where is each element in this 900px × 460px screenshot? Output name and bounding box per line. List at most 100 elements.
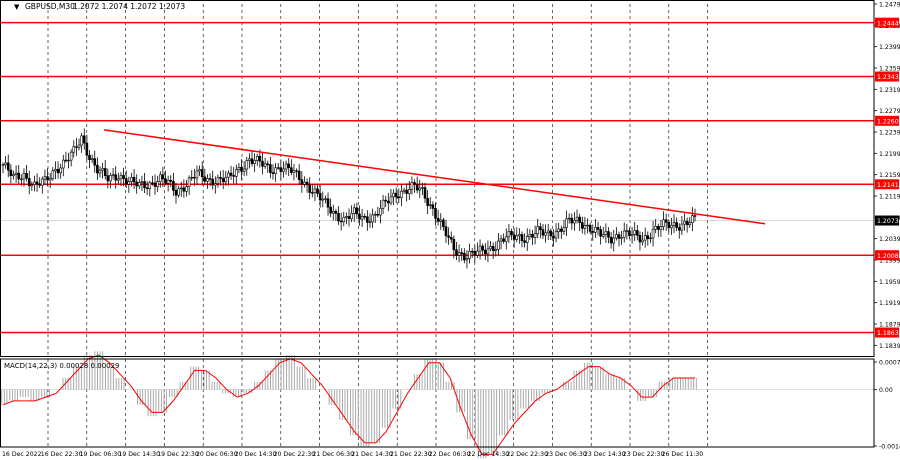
- candle-body: [622, 230, 626, 238]
- x-tick-label: 20 Dec 22:30: [274, 451, 316, 458]
- candle-body: [596, 227, 600, 230]
- x-tick-label: 23 Dec 22:30: [623, 451, 665, 458]
- candle-body: [657, 225, 660, 230]
- x-tick-label: 23 Dec 06:30: [545, 451, 587, 458]
- candle-body: [562, 227, 566, 232]
- candle-body: [405, 189, 408, 194]
- symbol-arrow-icon[interactable]: ▼: [14, 3, 20, 11]
- candle-body: [518, 234, 521, 237]
- candle-body: [80, 135, 83, 146]
- y-tick-label: 1.1839: [879, 343, 900, 350]
- candle-body: [625, 230, 629, 232]
- x-tick-label: 19 Dec 06:30: [80, 451, 122, 458]
- candle-body: [528, 233, 532, 237]
- level-tag: [875, 17, 899, 28]
- candle-body: [334, 211, 338, 214]
- candle-body: [130, 177, 133, 182]
- candle-body: [363, 216, 367, 218]
- candle-body: [536, 226, 540, 235]
- candle-body: [56, 168, 60, 174]
- macd-y-tick-label: 0.00072: [879, 360, 900, 367]
- candle-body: [101, 168, 104, 171]
- candle-body: [318, 193, 322, 201]
- macd-y-tick-label: 0.00: [879, 387, 893, 394]
- candle-body: [313, 188, 317, 193]
- candle-body: [664, 219, 668, 223]
- candle-body: [368, 221, 372, 223]
- x-tick-label: 22 Dec 14:30: [468, 451, 510, 458]
- candle-body: [457, 252, 461, 256]
- candle-body: [460, 252, 464, 254]
- candle-body: [6, 162, 10, 171]
- candle-body: [601, 234, 605, 237]
- candle-body: [520, 234, 524, 242]
- candle-body: [54, 168, 57, 172]
- candle-body: [431, 204, 435, 209]
- candle-body: [187, 177, 191, 187]
- candle-body: [124, 178, 128, 185]
- level-tag-label: 1.2260: [877, 118, 899, 125]
- x-tick-label: 22 Dec 06:30: [429, 451, 471, 458]
- candle-body: [182, 187, 186, 192]
- candle-body: [61, 159, 65, 169]
- candle-body: [297, 170, 301, 180]
- candle-body: [96, 164, 99, 174]
- candle-body: [305, 181, 309, 186]
- candle-body: [381, 199, 385, 209]
- candle-body: [179, 187, 183, 190]
- candle-body: [510, 231, 513, 236]
- candle-body: [662, 219, 665, 227]
- candle-body: [397, 196, 401, 199]
- candle-body: [30, 184, 34, 187]
- candle-body: [237, 166, 241, 171]
- candle-body: [515, 235, 519, 240]
- candle-body: [14, 172, 18, 175]
- x-tick-label: 19 Dec 14:30: [118, 451, 160, 458]
- candle-body: [570, 217, 574, 224]
- candle-body: [544, 232, 547, 236]
- candle-body: [20, 178, 23, 181]
- candle-body: [82, 135, 86, 144]
- candle-body: [234, 169, 238, 177]
- candle-body: [533, 233, 537, 238]
- candle-body: [531, 233, 534, 238]
- macd-signal-line: [2, 354, 695, 455]
- y-tick-label: 1.2039: [879, 236, 900, 243]
- candle-body: [274, 167, 277, 174]
- candle-body: [316, 188, 319, 194]
- x-tick-label: 21 Dec 06:30: [312, 451, 354, 458]
- candle-body: [46, 176, 49, 181]
- header-symbol: GBPUSD,M30: [25, 2, 75, 11]
- x-tick-label: 21 Dec 22:30: [390, 451, 432, 458]
- candle-body: [449, 237, 453, 240]
- candle-body: [481, 245, 484, 251]
- candle-body: [636, 230, 639, 236]
- candle-body: [114, 174, 118, 181]
- candle-body: [491, 246, 495, 251]
- candle-body: [9, 169, 13, 177]
- x-tick-label: 20 Dec 14:30: [235, 451, 277, 458]
- level-tag-label: 1.2343: [877, 74, 899, 81]
- candle-body: [670, 225, 673, 229]
- candle-body: [379, 208, 382, 216]
- candle-body: [308, 184, 311, 193]
- level-tag-label: 1.2444: [877, 20, 899, 27]
- candle-body: [224, 176, 228, 183]
- candle-body: [442, 219, 445, 228]
- candle-body: [426, 197, 429, 206]
- candle-body: [229, 172, 233, 176]
- candle-body: [122, 175, 125, 180]
- candle-body: [646, 235, 650, 239]
- candle-body: [512, 234, 516, 240]
- candle-body: [177, 188, 180, 196]
- candle-body: [140, 181, 144, 183]
- x-tick-label: 21 Dec 14:30: [351, 451, 393, 458]
- candle-body: [211, 178, 214, 186]
- candle-body: [208, 178, 212, 180]
- candle-body: [169, 179, 173, 182]
- candle-body: [90, 158, 94, 160]
- candle-body: [250, 158, 254, 164]
- y-tick-label: 1.2239: [879, 130, 900, 137]
- candle-body: [567, 217, 571, 220]
